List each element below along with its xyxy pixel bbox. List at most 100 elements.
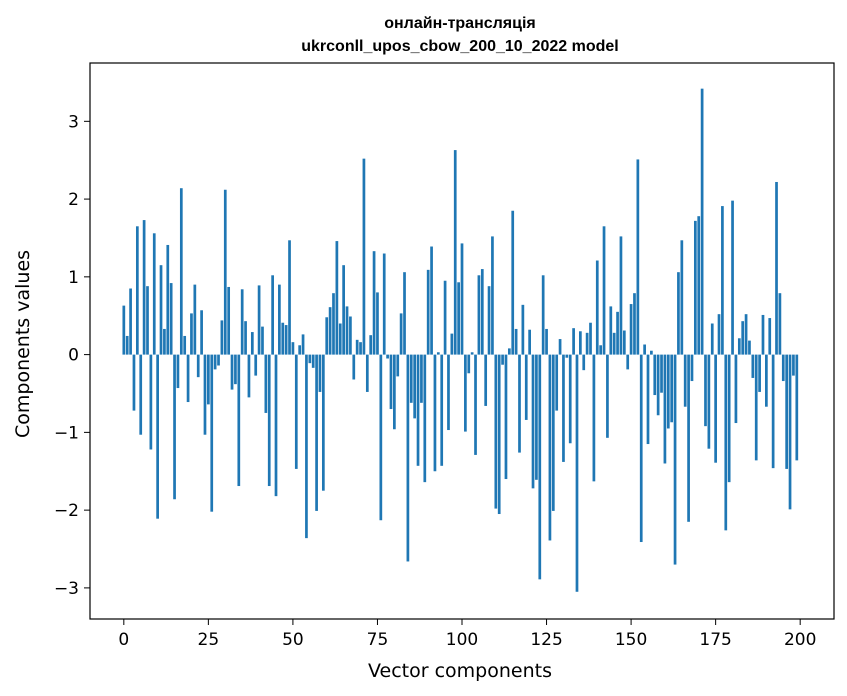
bar-185 bbox=[748, 340, 751, 355]
bar-125 bbox=[545, 328, 548, 355]
bar-123 bbox=[538, 354, 542, 580]
bar-132 bbox=[568, 354, 572, 444]
bar-131 bbox=[565, 354, 569, 358]
x-axis-ticks: 0 25 50 75 100 125 150 175 200 bbox=[118, 619, 816, 650]
x-tick-label: 150 bbox=[615, 630, 647, 650]
y-tick-label: 1 bbox=[68, 268, 79, 288]
bar-197 bbox=[788, 354, 792, 510]
y-tick-label: −1 bbox=[54, 423, 79, 443]
bar-3 bbox=[132, 354, 136, 411]
bar-170 bbox=[697, 216, 701, 355]
bar-59 bbox=[321, 354, 325, 491]
bar-188 bbox=[758, 354, 761, 392]
bar-153 bbox=[639, 354, 643, 543]
bar-66 bbox=[345, 306, 349, 355]
bar-96 bbox=[447, 354, 450, 431]
bar-178 bbox=[724, 354, 728, 531]
x-tick-label: 100 bbox=[446, 630, 478, 650]
bar-20 bbox=[190, 313, 193, 355]
bar-37 bbox=[247, 354, 251, 398]
bar-143 bbox=[606, 354, 609, 438]
bar-72 bbox=[365, 354, 369, 392]
bar-18 bbox=[183, 335, 187, 355]
bar-88 bbox=[420, 354, 423, 403]
bar-95 bbox=[443, 280, 447, 355]
bar-166 bbox=[683, 354, 687, 407]
bar-127 bbox=[551, 354, 555, 511]
bar-33 bbox=[234, 354, 237, 385]
bar-21 bbox=[193, 284, 197, 355]
bar-175 bbox=[714, 354, 717, 463]
bar-50 bbox=[291, 342, 295, 355]
y-tick-label: −2 bbox=[54, 501, 79, 521]
bar-56 bbox=[311, 354, 315, 368]
bar-101 bbox=[464, 354, 467, 432]
bar-35 bbox=[240, 289, 244, 355]
bar-23 bbox=[200, 310, 203, 355]
bar-152 bbox=[636, 159, 640, 355]
bar-13 bbox=[166, 244, 170, 355]
bar-183 bbox=[741, 321, 745, 355]
bar-2 bbox=[129, 288, 132, 355]
bar-60 bbox=[325, 317, 329, 355]
bar-5 bbox=[139, 354, 143, 435]
bar-86 bbox=[413, 354, 417, 419]
bar-29 bbox=[220, 320, 224, 355]
bar-147 bbox=[619, 236, 623, 355]
bar-111 bbox=[497, 354, 501, 515]
bar-134 bbox=[575, 354, 579, 592]
bar-133 bbox=[572, 328, 575, 355]
bar-47 bbox=[281, 322, 285, 355]
chart-subtitle: ukrconll_upos_cbow_200_10_2022 model bbox=[301, 38, 618, 55]
bar-16 bbox=[176, 354, 180, 389]
bar-94 bbox=[440, 354, 444, 466]
bar-176 bbox=[717, 314, 721, 355]
bar-180 bbox=[731, 200, 734, 355]
bar-126 bbox=[548, 354, 552, 541]
bar-34 bbox=[237, 354, 241, 487]
bar-71 bbox=[362, 158, 366, 355]
bar-4 bbox=[135, 226, 139, 355]
bar-99 bbox=[457, 282, 460, 355]
bar-76 bbox=[379, 354, 383, 521]
bar-39 bbox=[254, 354, 258, 376]
bar-78 bbox=[386, 354, 389, 359]
bar-10 bbox=[156, 354, 159, 519]
bar-148 bbox=[622, 330, 626, 355]
x-tick-label: 50 bbox=[282, 630, 304, 650]
bar-113 bbox=[504, 354, 508, 480]
bar-129 bbox=[558, 339, 562, 355]
bar-11 bbox=[159, 265, 163, 355]
bar-70 bbox=[359, 342, 362, 355]
x-tick-label: 200 bbox=[784, 630, 816, 650]
bar-19 bbox=[186, 354, 190, 403]
bar-107 bbox=[484, 354, 488, 406]
bar-156 bbox=[650, 350, 653, 355]
bar-79 bbox=[389, 354, 393, 410]
bar-108 bbox=[487, 286, 491, 355]
y-tick-label: 0 bbox=[68, 346, 79, 366]
bar-142 bbox=[602, 226, 606, 355]
bar-91 bbox=[430, 246, 433, 355]
bar-14 bbox=[169, 283, 173, 355]
bar-57 bbox=[315, 354, 318, 511]
bar-25 bbox=[207, 354, 210, 405]
bar-182 bbox=[737, 338, 741, 355]
bar-75 bbox=[376, 292, 379, 355]
bar-112 bbox=[501, 354, 504, 365]
bar-93 bbox=[436, 352, 440, 355]
bar-130 bbox=[562, 354, 565, 462]
bar-118 bbox=[521, 304, 525, 355]
x-tick-label: 0 bbox=[118, 630, 129, 650]
bar-141 bbox=[599, 345, 603, 355]
bar-179 bbox=[727, 354, 731, 483]
bar-38 bbox=[250, 332, 254, 355]
bar-167 bbox=[687, 354, 690, 522]
bar-74 bbox=[372, 251, 376, 355]
x-tick-label: 75 bbox=[367, 630, 389, 650]
bar-85 bbox=[409, 354, 413, 403]
bar-0 bbox=[122, 305, 126, 355]
bar-194 bbox=[778, 293, 782, 355]
bar-114 bbox=[507, 348, 511, 355]
bar-30 bbox=[223, 189, 227, 355]
